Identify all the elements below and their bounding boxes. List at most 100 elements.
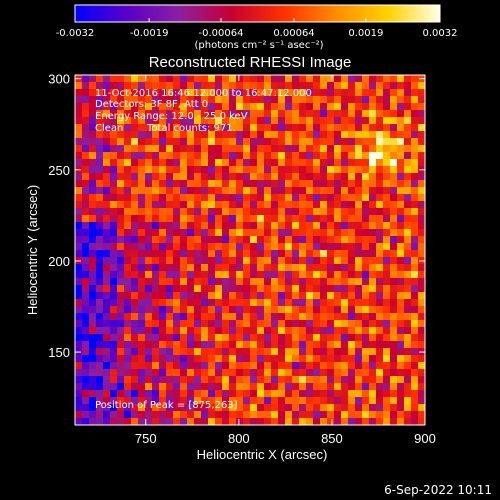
heatmap-cell [89,348,96,355]
heatmap-cell [264,327,271,334]
heatmap-cell [264,96,271,103]
heatmap-cell [285,159,292,166]
heatmap-cell [82,264,89,271]
heatmap-cell [208,313,215,320]
timestamp: 6-Sep-2022 10:11 [384,483,492,497]
heatmap-cell [250,243,257,250]
heatmap-cell [103,103,110,110]
heatmap-cell [264,306,271,313]
heatmap-cell [236,89,243,96]
heatmap-cell [222,327,229,334]
heatmap-cell [250,411,257,418]
heatmap-cell [117,75,124,82]
heatmap-cell [89,208,96,215]
heatmap-cell [173,264,180,271]
heatmap-cell [348,117,355,124]
heatmap-cell [348,348,355,355]
heatmap-cell [348,89,355,96]
heatmap-cell [397,390,404,397]
heatmap-cell [166,89,173,96]
heatmap-cell [124,159,131,166]
heatmap-cell [355,355,362,362]
heatmap-cell [138,404,145,411]
heatmap-cell [82,278,89,285]
heatmap-cell [278,117,285,124]
heatmap-cell [313,264,320,271]
heatmap-cell [117,306,124,313]
heatmap-cell [131,418,138,425]
heatmap-cell [75,124,82,131]
heatmap-cell [313,390,320,397]
heatmap-cell [173,75,180,82]
heatmap-cell [327,334,334,341]
heatmap-cell [215,348,222,355]
heatmap-cell [376,194,383,201]
heatmap-cell [166,257,173,264]
heatmap-cell [117,383,124,390]
heatmap-cell [222,299,229,306]
heatmap-cell [152,390,159,397]
heatmap-cell [390,390,397,397]
heatmap-cell [222,138,229,145]
heatmap-cell [257,229,264,236]
heatmap-cell [194,299,201,306]
heatmap-cell [404,341,411,348]
heatmap-cell [334,201,341,208]
heatmap-cell [243,236,250,243]
heatmap-cell [285,117,292,124]
heatmap-cell [208,418,215,425]
heatmap-cell [89,418,96,425]
heatmap-cell [236,236,243,243]
heatmap-cell [383,334,390,341]
heatmap-cell [159,173,166,180]
heatmap-cell [187,117,194,124]
heatmap-cell [334,229,341,236]
heatmap-cell [201,257,208,264]
heatmap-cell [82,180,89,187]
heatmap-cell [96,285,103,292]
heatmap-cell [376,89,383,96]
heatmap-cell [89,404,96,411]
heatmap-cell [264,152,271,159]
heatmap-cell [236,75,243,82]
heatmap-cell [404,306,411,313]
heatmap-cell [278,411,285,418]
heatmap-cell [173,404,180,411]
heatmap-cell [145,285,152,292]
heatmap-cell [131,285,138,292]
heatmap-cell [376,110,383,117]
heatmap-cell [124,180,131,187]
heatmap-cell [201,418,208,425]
heatmap-cell [411,159,418,166]
heatmap-cell [390,236,397,243]
heatmap-cell [215,89,222,96]
heatmap-cell [285,278,292,285]
heatmap-cell [96,201,103,208]
heatmap-cell [201,355,208,362]
heatmap-cell [397,103,404,110]
heatmap-cell [117,404,124,411]
heatmap-cell [320,180,327,187]
heatmap-cell [222,278,229,285]
heatmap-cell [173,243,180,250]
heatmap-cell [264,278,271,285]
heatmap-cell [299,222,306,229]
heatmap-cell [166,334,173,341]
heatmap-cell [257,124,264,131]
heatmap-cell [215,250,222,257]
heatmap-cell [306,201,313,208]
heatmap-cell [173,397,180,404]
heatmap-cell [173,145,180,152]
heatmap-cell [166,75,173,82]
heatmap-cell [208,404,215,411]
heatmap-cell [285,390,292,397]
heatmap-cell [117,173,124,180]
heatmap-cell [166,103,173,110]
heatmap-cell [110,418,117,425]
heatmap-cell [369,390,376,397]
heatmap-cell [117,82,124,89]
heatmap-cell [334,131,341,138]
heatmap-cell [369,96,376,103]
heatmap-cell [355,103,362,110]
heatmap-cell [236,348,243,355]
